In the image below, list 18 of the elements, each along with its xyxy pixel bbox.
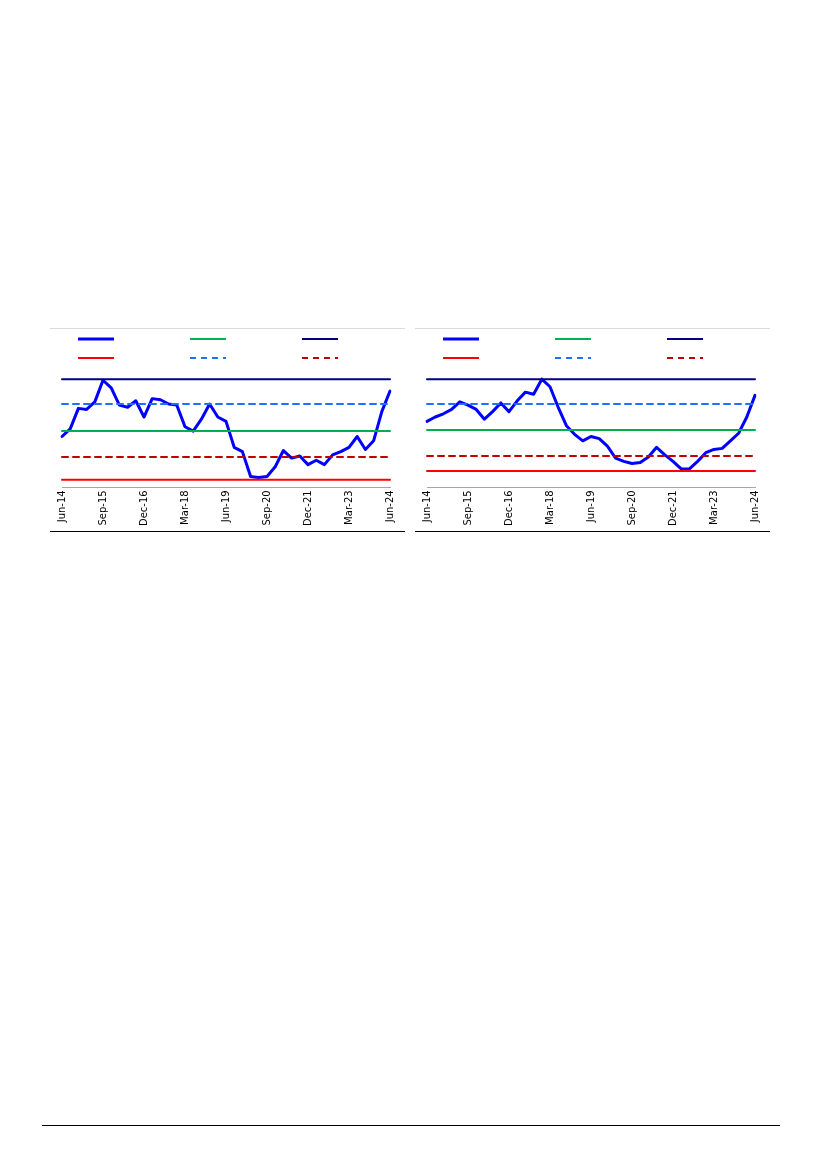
x-tick-label: Jun-19 <box>219 490 231 524</box>
x-tick-label: Mar-23 <box>342 490 354 525</box>
x-tick-label: Sep-15 <box>96 490 108 526</box>
x-tick-label: Jun-24 <box>748 490 760 524</box>
x-tick-label: Jun-24 <box>383 490 395 524</box>
x-tick-label: Sep-15 <box>461 490 473 526</box>
x-tick-label: Dec-16 <box>502 490 514 526</box>
x-tick-label: Dec-21 <box>666 490 678 526</box>
x-tick-label: Mar-23 <box>707 490 719 525</box>
x-tick-label: Jun-19 <box>584 490 596 524</box>
x-tick-label: Jun-14 <box>55 490 67 524</box>
x-tick-label: Sep-20 <box>625 490 637 526</box>
x-tick-label: Mar-18 <box>178 490 190 525</box>
x-tick-label: Mar-18 <box>543 490 555 525</box>
x-tick-label: Dec-21 <box>301 490 313 526</box>
x-tick-label: Dec-16 <box>137 490 149 526</box>
x-tick-label: Jun-14 <box>420 490 432 524</box>
x-tick-label: Sep-20 <box>260 490 272 526</box>
